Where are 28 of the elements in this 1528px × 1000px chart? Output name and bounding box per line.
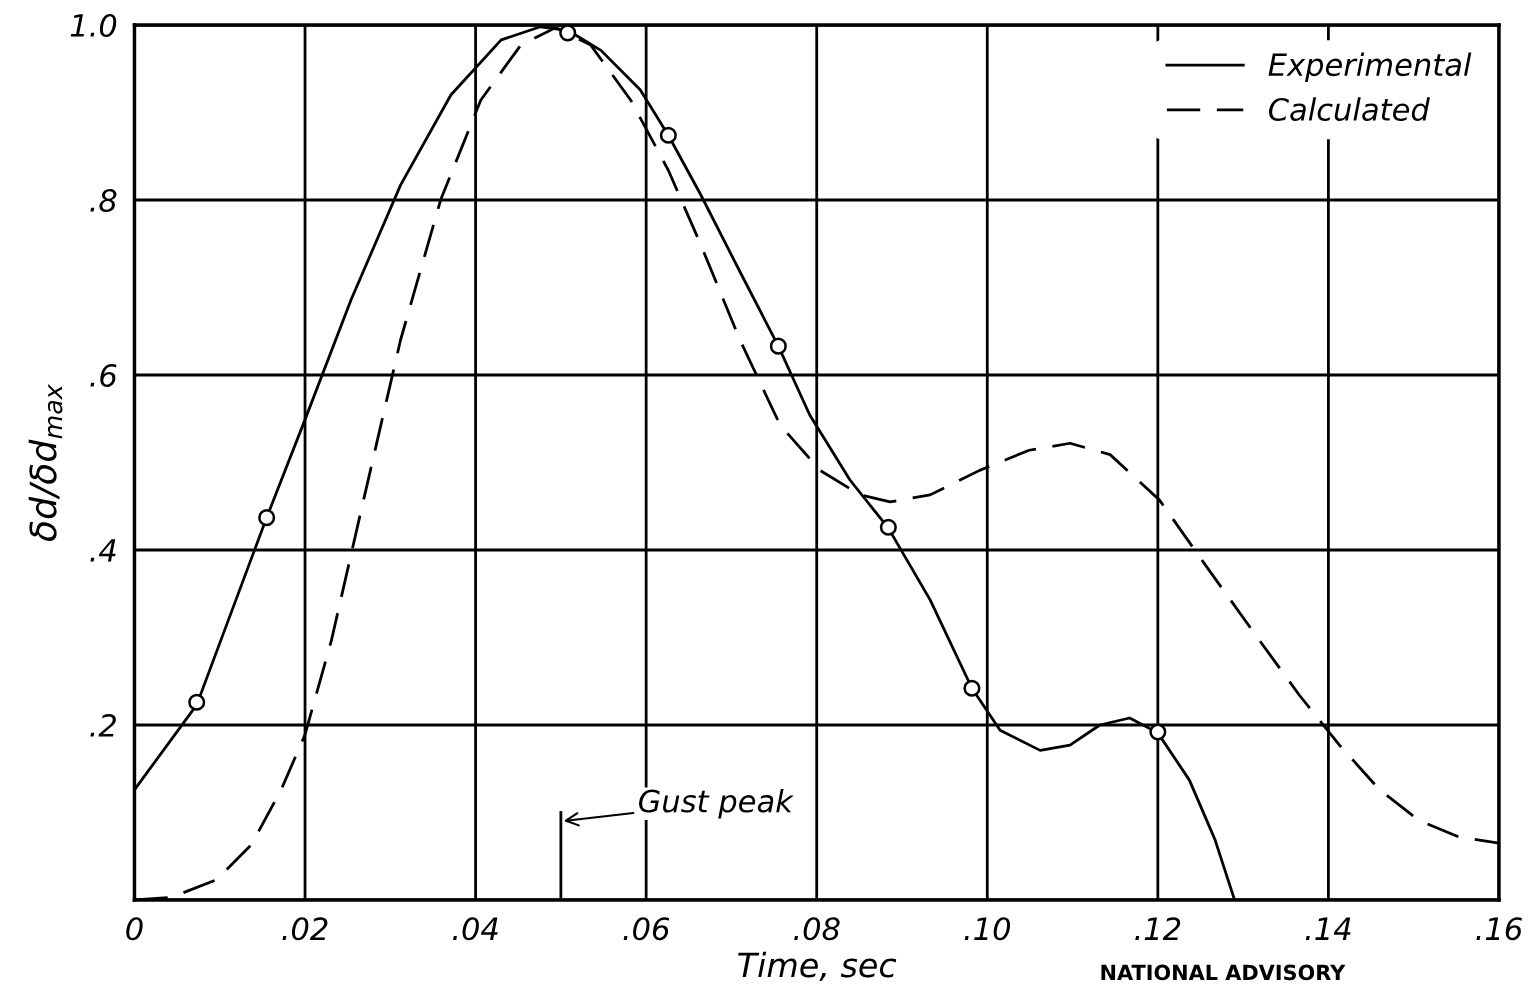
point <box>258 509 276 527</box>
x-tick-label: 0 <box>126 917 143 941</box>
y-tick-label: 1.0 <box>70 13 117 38</box>
x-tick-label: .16 <box>1476 917 1522 941</box>
x-tick-label: .04 <box>453 917 498 941</box>
point <box>879 518 897 536</box>
point <box>659 126 677 144</box>
point <box>188 693 206 711</box>
text: NATIONAL ADVISORY <box>1101 964 1346 981</box>
x-axis-title: Time, sec <box>738 951 897 981</box>
x-tick-label: .06 <box>623 917 670 941</box>
y-tick-label: .6 <box>90 363 117 388</box>
ref-line-label: Gust peak <box>639 788 794 819</box>
x-tick-label: .02 <box>282 917 328 941</box>
point <box>1149 723 1167 741</box>
x-tick-label: .14 <box>1305 917 1351 940</box>
y-tick-label: .8 <box>90 188 117 213</box>
x-tick-label: .12 <box>1135 917 1181 940</box>
legend-label: Calculated <box>1268 97 1430 121</box>
point <box>963 679 981 697</box>
y-axis-title: δd/δd$_{max}$ <box>28 384 63 541</box>
y-tick-label: .4 <box>90 539 116 562</box>
x-tick-label: .10 <box>964 917 1011 941</box>
y-tick-label: .2 <box>90 713 116 737</box>
legend-label: Experimental <box>1268 52 1472 83</box>
x-tick-label: .08 <box>794 917 840 941</box>
point <box>769 337 787 355</box>
point <box>559 25 577 42</box>
